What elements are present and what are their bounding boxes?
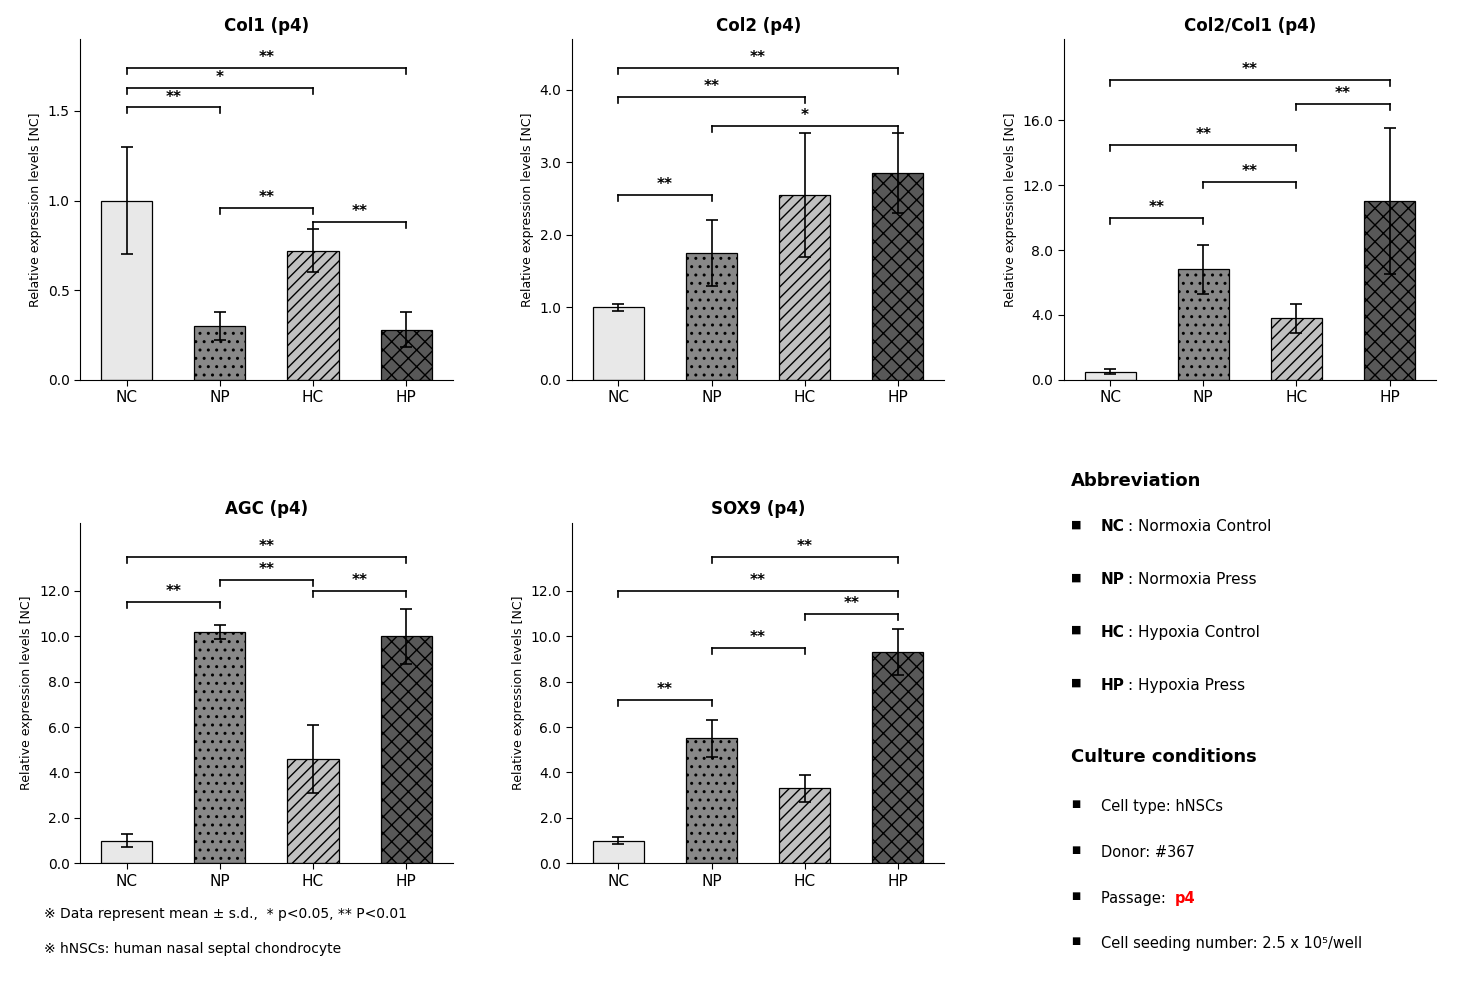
Text: : Hypoxia Control: : Hypoxia Control (1128, 625, 1260, 640)
Bar (779, 789, 831, 863)
Text: **: ** (658, 682, 674, 697)
Bar (194, 326, 245, 380)
Text: **: ** (1149, 200, 1165, 215)
Text: Cell seeding number: 2.5 x 10⁵/well: Cell seeding number: 2.5 x 10⁵/well (1101, 937, 1362, 952)
Text: ■: ■ (1072, 572, 1082, 582)
Text: Donor: #367: Donor: #367 (1101, 845, 1194, 859)
Bar (593, 841, 644, 863)
Text: ■: ■ (1072, 799, 1080, 808)
Y-axis label: Relative expression levels [NC]: Relative expression levels [NC] (521, 112, 534, 307)
Text: NP: NP (1101, 572, 1124, 588)
Text: ■: ■ (1072, 891, 1080, 901)
Text: **: ** (1196, 127, 1212, 142)
Text: **: ** (258, 190, 274, 205)
Text: **: ** (258, 540, 274, 554)
Text: HP: HP (1101, 678, 1124, 693)
Text: **: ** (1242, 62, 1258, 77)
Bar (685, 739, 738, 863)
Y-axis label: Relative expression levels [NC]: Relative expression levels [NC] (512, 595, 525, 791)
Bar (101, 200, 153, 380)
Text: **: ** (796, 540, 812, 554)
Bar (872, 652, 923, 863)
Text: *: * (216, 70, 225, 85)
Text: ■: ■ (1072, 845, 1080, 854)
Bar (1085, 372, 1136, 380)
Bar (685, 253, 738, 380)
Text: **: ** (258, 562, 274, 577)
Text: **: ** (351, 204, 367, 220)
Text: Cell type: hNSCs: Cell type: hNSCs (1101, 799, 1223, 813)
Text: : Normoxia Press: : Normoxia Press (1128, 572, 1257, 588)
Text: ■: ■ (1072, 625, 1082, 635)
Bar (593, 307, 644, 380)
Text: p4: p4 (1175, 891, 1196, 905)
Text: Abbreviation: Abbreviation (1072, 472, 1201, 490)
Bar (1363, 201, 1416, 380)
Text: **: ** (751, 50, 765, 66)
Title: Col1 (p4): Col1 (p4) (225, 17, 309, 35)
Title: Col2 (p4): Col2 (p4) (716, 17, 800, 35)
Bar (1271, 318, 1322, 380)
Title: AGC (p4): AGC (p4) (225, 500, 308, 518)
Text: **: ** (165, 89, 181, 105)
Text: **: ** (704, 79, 720, 94)
Text: Culture conditions: Culture conditions (1072, 748, 1257, 765)
Bar (381, 330, 432, 380)
Text: ■: ■ (1072, 519, 1082, 530)
Text: ■: ■ (1072, 678, 1082, 688)
Text: *: * (800, 109, 809, 124)
Text: **: ** (165, 585, 181, 599)
Text: ※ hNSCs: human nasal septal chondrocyte: ※ hNSCs: human nasal septal chondrocyte (44, 942, 341, 955)
Bar (101, 841, 153, 863)
Text: **: ** (751, 573, 765, 589)
Y-axis label: Relative expression levels [NC]: Relative expression levels [NC] (20, 595, 34, 791)
Text: ■: ■ (1072, 937, 1080, 947)
Text: **: ** (258, 50, 274, 65)
Bar (872, 174, 923, 380)
Bar (287, 759, 338, 863)
Y-axis label: Relative expression levels [NC]: Relative expression levels [NC] (29, 112, 42, 307)
Text: NC: NC (1101, 519, 1124, 535)
Bar (779, 195, 831, 380)
Text: **: ** (658, 178, 674, 192)
Text: **: ** (1336, 86, 1352, 101)
Bar (194, 632, 245, 863)
Bar (287, 251, 338, 380)
Title: SOX9 (p4): SOX9 (p4) (712, 500, 805, 518)
Bar (381, 637, 432, 863)
Text: **: ** (751, 630, 765, 645)
Text: HC: HC (1101, 625, 1124, 640)
Text: : Normoxia Control: : Normoxia Control (1128, 519, 1271, 535)
Bar (1178, 270, 1229, 380)
Text: ※ Data represent mean ± s.d.,  * p<0.05, ** P<0.01: ※ Data represent mean ± s.d., * p<0.05, … (44, 907, 407, 921)
Y-axis label: Relative expression levels [NC]: Relative expression levels [NC] (1003, 112, 1016, 307)
Text: **: ** (843, 595, 859, 611)
Title: Col2/Col1 (p4): Col2/Col1 (p4) (1184, 17, 1317, 35)
Text: **: ** (351, 573, 367, 589)
Text: Passage:: Passage: (1101, 891, 1171, 905)
Text: : Hypoxia Press: : Hypoxia Press (1128, 678, 1245, 693)
Text: **: ** (1242, 164, 1258, 180)
